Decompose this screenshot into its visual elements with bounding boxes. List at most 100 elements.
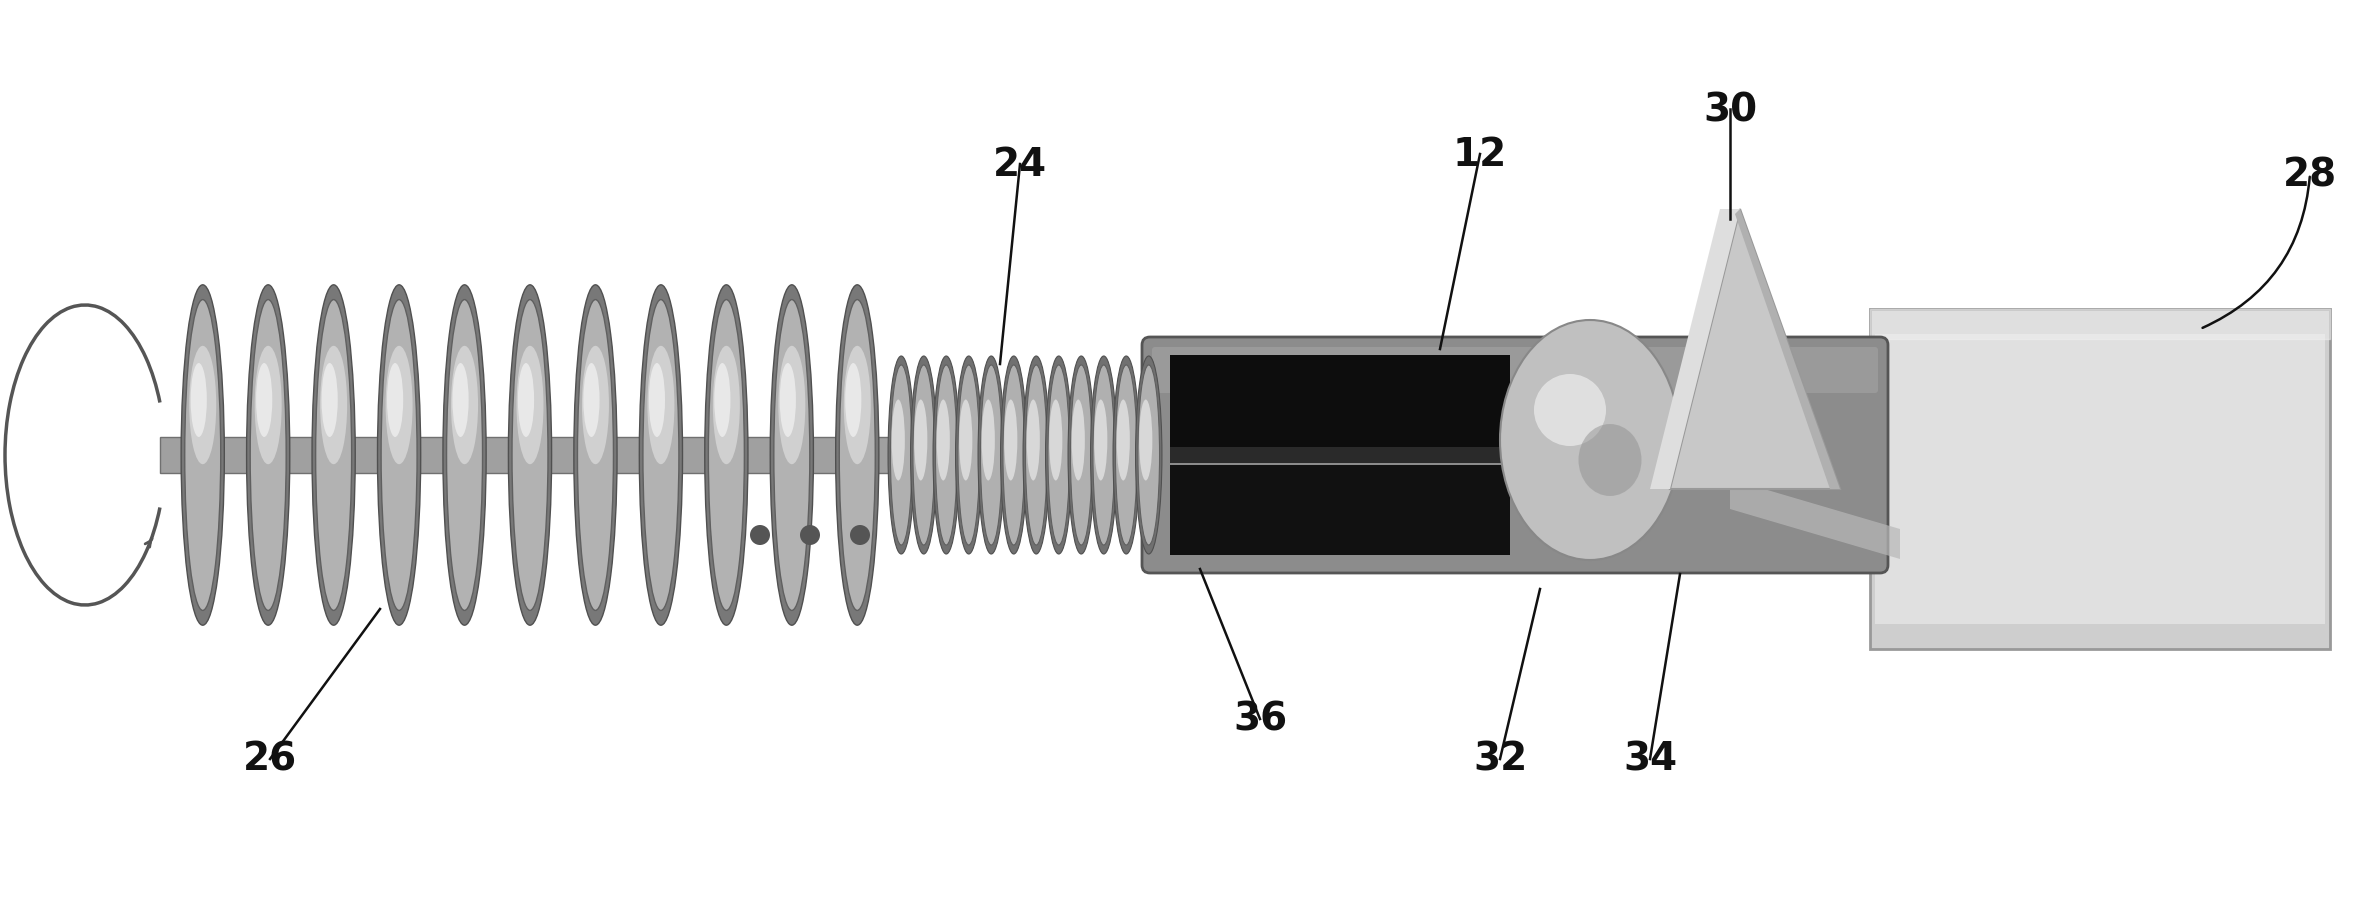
Ellipse shape (1067, 356, 1095, 555)
Ellipse shape (322, 363, 337, 437)
Ellipse shape (581, 346, 609, 465)
Ellipse shape (1022, 356, 1050, 555)
Ellipse shape (453, 363, 469, 437)
Ellipse shape (934, 356, 960, 555)
Text: 26: 26 (242, 740, 296, 778)
FancyBboxPatch shape (1875, 334, 2326, 624)
Ellipse shape (1138, 365, 1159, 546)
Ellipse shape (839, 301, 875, 610)
Ellipse shape (507, 285, 552, 626)
Ellipse shape (1024, 365, 1048, 546)
Polygon shape (1650, 210, 1740, 489)
Ellipse shape (1093, 400, 1107, 481)
Ellipse shape (313, 285, 356, 626)
Ellipse shape (891, 365, 913, 546)
Ellipse shape (377, 285, 420, 626)
Ellipse shape (320, 346, 346, 465)
Ellipse shape (1001, 356, 1027, 555)
Ellipse shape (1048, 365, 1069, 546)
FancyBboxPatch shape (1871, 310, 2331, 650)
Ellipse shape (443, 285, 486, 626)
Ellipse shape (1093, 365, 1114, 546)
Bar (1169, 355, 1510, 451)
Ellipse shape (643, 301, 678, 610)
Text: 12: 12 (1453, 136, 1508, 174)
Circle shape (749, 526, 771, 546)
Ellipse shape (915, 400, 927, 481)
Ellipse shape (1091, 356, 1117, 555)
Ellipse shape (714, 363, 730, 437)
Text: 30: 30 (1702, 91, 1757, 128)
Ellipse shape (1117, 400, 1131, 481)
Ellipse shape (982, 365, 1003, 546)
Ellipse shape (512, 301, 548, 610)
Ellipse shape (982, 400, 996, 481)
Ellipse shape (254, 346, 282, 465)
Ellipse shape (517, 363, 533, 437)
FancyBboxPatch shape (1143, 338, 1887, 573)
Ellipse shape (1534, 374, 1605, 446)
Ellipse shape (778, 346, 806, 465)
Ellipse shape (251, 301, 287, 610)
Ellipse shape (773, 301, 811, 610)
Ellipse shape (910, 356, 937, 555)
FancyBboxPatch shape (1152, 348, 1878, 394)
Ellipse shape (1048, 400, 1062, 481)
Ellipse shape (1027, 400, 1041, 481)
Ellipse shape (979, 356, 1005, 555)
Text: 24: 24 (993, 146, 1048, 184)
Ellipse shape (1114, 365, 1138, 546)
Ellipse shape (517, 346, 543, 465)
Ellipse shape (386, 363, 403, 437)
Ellipse shape (574, 285, 616, 626)
Ellipse shape (1046, 356, 1072, 555)
Ellipse shape (937, 365, 958, 546)
Ellipse shape (446, 301, 484, 610)
Ellipse shape (247, 285, 289, 626)
Circle shape (799, 526, 820, 546)
Ellipse shape (1003, 365, 1024, 546)
Polygon shape (1669, 210, 1840, 489)
Ellipse shape (1138, 400, 1152, 481)
Ellipse shape (190, 363, 206, 437)
Ellipse shape (386, 346, 413, 465)
Text: 32: 32 (1472, 740, 1527, 778)
Ellipse shape (780, 363, 797, 437)
Ellipse shape (1069, 365, 1093, 546)
Text: 34: 34 (1622, 740, 1676, 778)
Ellipse shape (844, 363, 861, 437)
Ellipse shape (1501, 321, 1681, 560)
Ellipse shape (1136, 356, 1162, 555)
Text: 28: 28 (2283, 156, 2338, 194)
Bar (1169, 466, 1510, 556)
Ellipse shape (835, 285, 880, 626)
Ellipse shape (937, 400, 951, 481)
Ellipse shape (315, 301, 351, 610)
Ellipse shape (1112, 356, 1140, 555)
Ellipse shape (714, 346, 740, 465)
Ellipse shape (579, 301, 614, 610)
Ellipse shape (913, 365, 934, 546)
Ellipse shape (709, 301, 744, 610)
Ellipse shape (1072, 400, 1086, 481)
Ellipse shape (889, 356, 915, 555)
Polygon shape (1731, 479, 1899, 559)
Ellipse shape (891, 400, 906, 481)
Ellipse shape (1005, 400, 1017, 481)
Ellipse shape (650, 363, 664, 437)
Ellipse shape (958, 365, 979, 546)
Ellipse shape (382, 301, 417, 610)
Ellipse shape (256, 363, 273, 437)
Bar (1169, 447, 1510, 464)
Ellipse shape (640, 285, 683, 626)
Ellipse shape (450, 346, 479, 465)
Ellipse shape (583, 363, 600, 437)
Ellipse shape (185, 301, 221, 610)
Ellipse shape (956, 356, 982, 555)
Bar (159, 437, 1169, 474)
Ellipse shape (771, 285, 813, 626)
Circle shape (849, 526, 870, 546)
Ellipse shape (1579, 425, 1641, 496)
Ellipse shape (844, 346, 870, 465)
Text: 36: 36 (1233, 701, 1287, 738)
